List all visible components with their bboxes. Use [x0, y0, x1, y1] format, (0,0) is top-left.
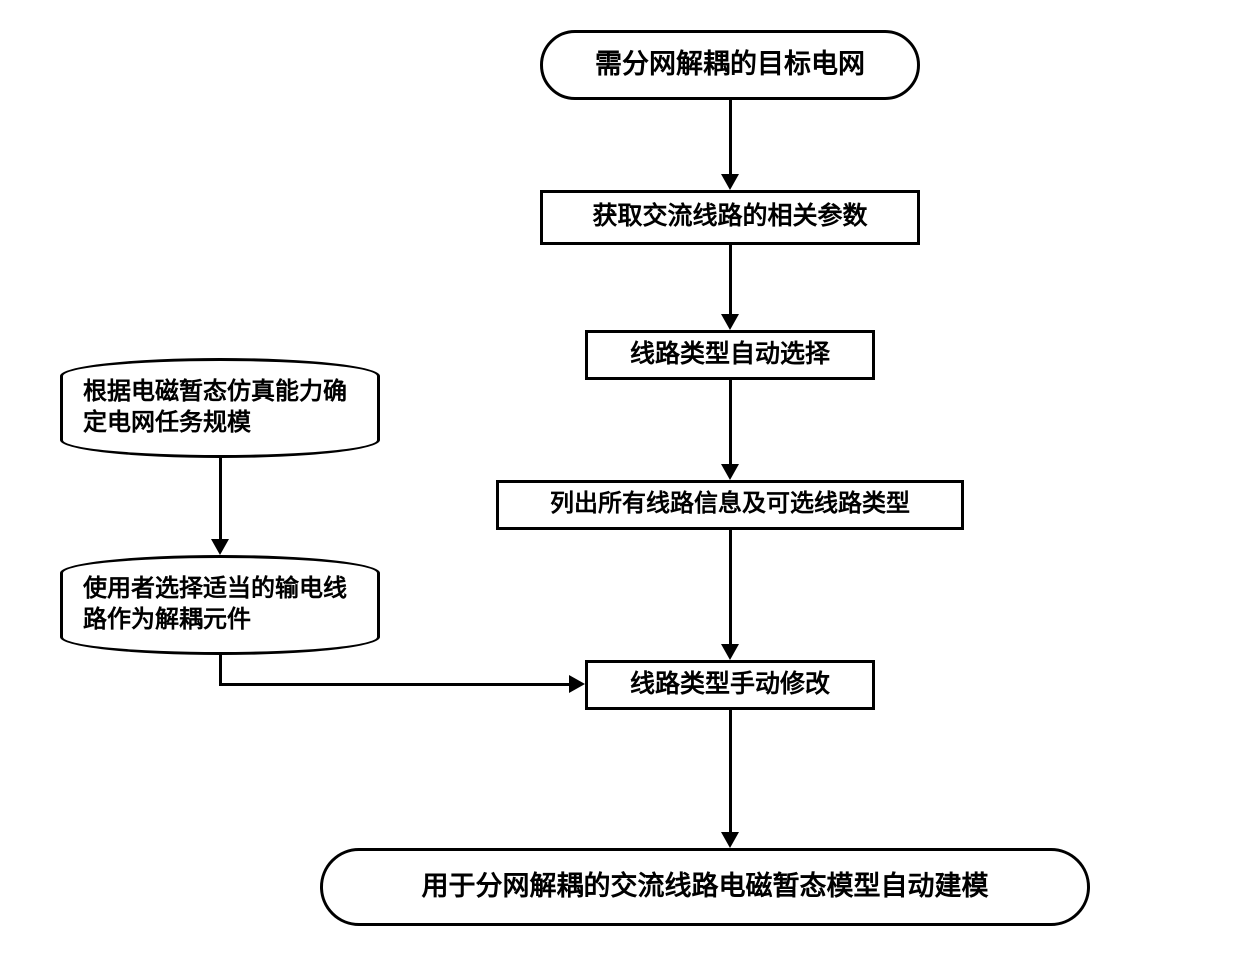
- end-node: 用于分网解耦的交流线路电磁暂态模型自动建模: [320, 848, 1090, 926]
- cyl2-node: 使用者选择适当的输电线路作为解耦元件: [60, 555, 380, 655]
- start-label: 需分网解耦的目标电网: [595, 47, 865, 82]
- cyl1-label: 根据电磁暂态仿真能力确定电网任务规模: [83, 377, 357, 439]
- arrowhead-icon: [721, 174, 739, 190]
- step3-label: 列出所有线路信息及可选线路类型: [550, 489, 910, 520]
- step2-node: 线路类型自动选择: [585, 330, 875, 380]
- edge-cyl2-step4-v: [219, 655, 222, 685]
- step4-node: 线路类型手动修改: [585, 660, 875, 710]
- edge-step3-step4: [729, 530, 732, 646]
- cyl2-label: 使用者选择适当的输电线路作为解耦元件: [83, 574, 357, 636]
- edge-step4-end: [729, 710, 732, 834]
- step1-node: 获取交流线路的相关参数: [540, 190, 920, 245]
- arrowhead-icon: [721, 314, 739, 330]
- arrowhead-icon: [721, 644, 739, 660]
- arrowhead-icon: [211, 539, 229, 555]
- edge-start-step1: [729, 100, 732, 176]
- step2-label: 线路类型自动选择: [630, 339, 830, 372]
- edge-step1-step2: [729, 245, 732, 316]
- step3-node: 列出所有线路信息及可选线路类型: [496, 480, 964, 530]
- end-label: 用于分网解耦的交流线路电磁暂态模型自动建模: [422, 869, 989, 904]
- arrowhead-icon: [721, 464, 739, 480]
- step1-label: 获取交流线路的相关参数: [592, 201, 867, 234]
- start-node: 需分网解耦的目标电网: [540, 30, 920, 100]
- edge-cyl1-cyl2: [219, 458, 222, 541]
- cyl1-node: 根据电磁暂态仿真能力确定电网任务规模: [60, 358, 380, 458]
- arrowhead-icon: [569, 675, 585, 693]
- edge-cyl2-step4-h: [219, 683, 571, 686]
- arrowhead-icon: [721, 832, 739, 848]
- edge-step2-step3: [729, 380, 732, 466]
- step4-label: 线路类型手动修改: [630, 669, 830, 702]
